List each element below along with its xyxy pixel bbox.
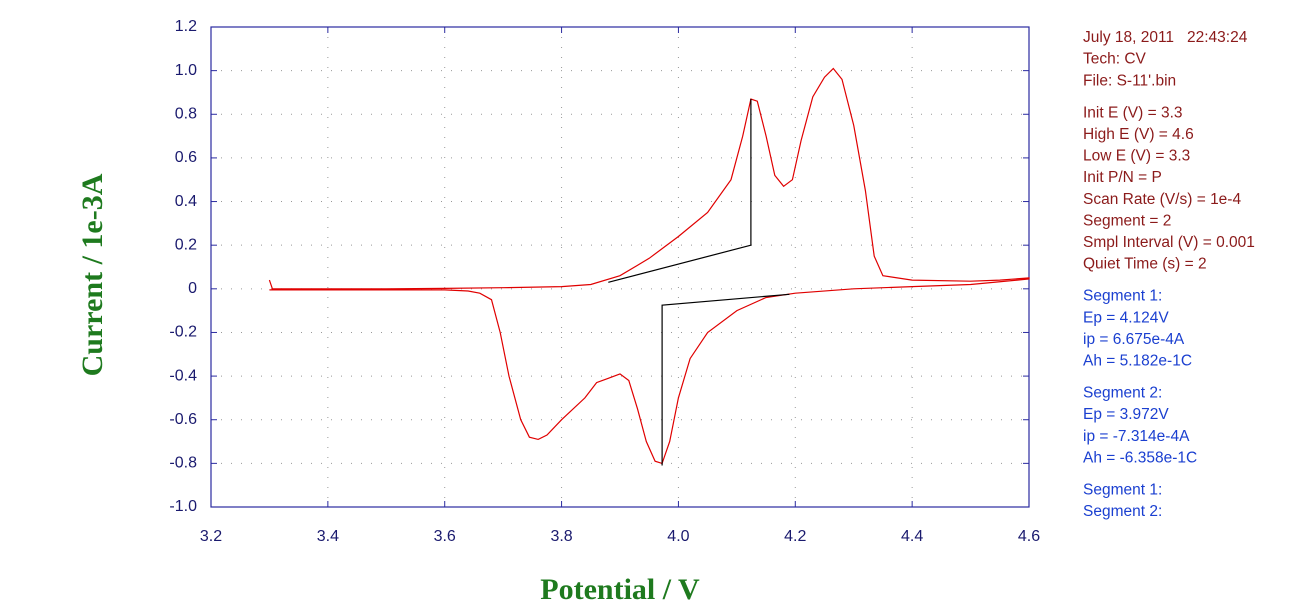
info-line: Smpl Interval (V) = 0.001 <box>1083 234 1255 251</box>
x-tick-label: 3.4 <box>317 528 339 545</box>
info-line: Init E (V) = 3.3 <box>1083 104 1183 121</box>
info-line: Scan Rate (V/s) = 1e-4 <box>1083 191 1241 208</box>
y-axis-label: Current / 1e-3A <box>76 173 109 376</box>
data-line <box>608 99 752 283</box>
info-line: Ah = -6.358e-1C <box>1083 449 1197 466</box>
y-tick-label: 0 <box>188 280 197 297</box>
y-tick-label: -0.6 <box>169 411 197 428</box>
data-line <box>268 67 1030 465</box>
y-tick-label: 1.2 <box>175 18 197 35</box>
info-line: Segment 2: <box>1083 503 1162 520</box>
y-tick-label: 0.8 <box>175 105 197 122</box>
x-tick-label: 4.6 <box>1018 528 1040 545</box>
info-line: Init P/N = P <box>1083 169 1162 186</box>
info-line: Segment 1: <box>1083 288 1162 305</box>
info-line: Segment 1: <box>1083 481 1162 498</box>
x-axis-label: Potential / V <box>540 573 700 606</box>
y-tick-label: -0.2 <box>169 324 197 341</box>
info-line: ip = 6.675e-4A <box>1083 331 1185 348</box>
y-tick-label: 0.4 <box>175 193 197 210</box>
plot-frame <box>210 26 1030 508</box>
data-line <box>661 293 790 466</box>
x-tick-label: 3.6 <box>434 528 456 545</box>
info-line: Ep = 3.972V <box>1083 406 1169 423</box>
y-tick-label: 1.0 <box>175 62 197 79</box>
x-tick-label: 4.4 <box>901 528 923 545</box>
x-tick-label: 3.2 <box>200 528 222 545</box>
y-tick-label: 0.2 <box>175 236 197 253</box>
info-line: ip = -7.314e-4A <box>1083 428 1190 445</box>
y-tick-label: -0.4 <box>169 367 197 384</box>
info-line: Segment 2: <box>1083 385 1162 402</box>
x-tick-label: 4.2 <box>784 528 806 545</box>
x-tick-label: 4.0 <box>667 528 689 545</box>
y-tick-label: 0.6 <box>175 149 197 166</box>
info-line: Tech: CV <box>1083 51 1147 68</box>
y-tick-label: -0.8 <box>169 455 197 472</box>
info-line: Low E (V) = 3.3 <box>1083 148 1190 165</box>
info-line: Ah = 5.182e-1C <box>1083 352 1192 369</box>
y-tick-label: -1.0 <box>169 498 197 515</box>
info-line: Quiet Time (s) = 2 <box>1083 256 1207 273</box>
info-line: High E (V) = 4.6 <box>1083 126 1194 143</box>
info-line: File: S-11'.bin <box>1083 72 1176 89</box>
info-line: July 18, 2011 22:43:24 <box>1083 29 1248 46</box>
x-tick-label: 3.8 <box>550 528 572 545</box>
info-line: Ep = 4.124V <box>1083 309 1169 326</box>
info-line: Segment = 2 <box>1083 212 1171 229</box>
